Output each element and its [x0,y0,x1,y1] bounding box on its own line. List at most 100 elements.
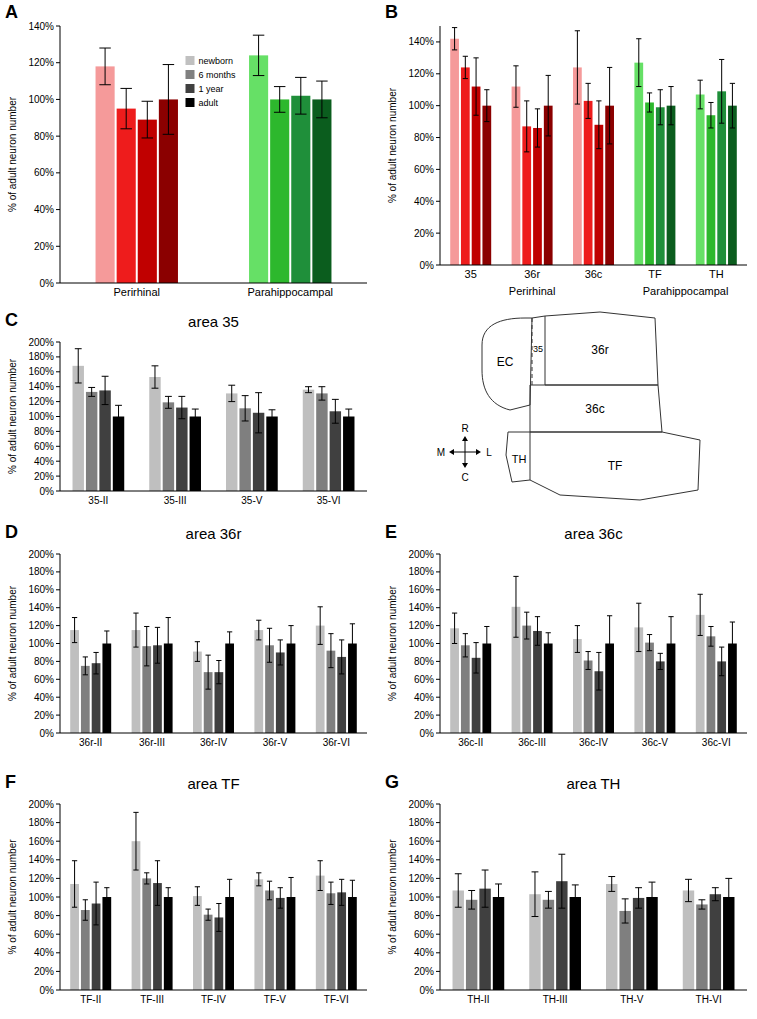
error-cap [719,123,724,124]
error-cap [535,108,540,109]
y-tick [436,971,440,972]
y-tick-label: 80% [34,656,54,667]
y-axis [440,26,441,265]
y-axis-title: % of adult neuron number [387,585,398,701]
error-cap [350,623,355,624]
y-tick [56,491,60,492]
error-cap [658,124,663,125]
x-tick-label: 36c [585,268,603,280]
error-cap [345,409,352,410]
error-bar [318,607,323,645]
y-tick-label: 120% [28,620,54,631]
error-bar [305,387,312,393]
compass-label: C [461,472,468,483]
y-tick [436,105,440,106]
x-tick-label: TH-III [543,994,568,1005]
error-bar [88,387,95,396]
error-bar [730,622,735,665]
error-cap [708,102,713,103]
error-bar [524,612,529,639]
panel-a: A% of adult neuron number0%20%40%60%80%1… [5,2,367,298]
error-stem [454,28,455,50]
region-outline [530,385,662,432]
y-tick [436,878,440,879]
error-bar [328,634,333,668]
group-label: Parahippocampal [643,285,729,297]
y-tick-label: 60% [34,929,54,940]
region-outline [532,316,545,385]
y-tick-label: 100% [408,638,434,649]
error-cap [712,887,719,888]
x-tick-label: 36r-III [139,737,165,748]
error-stem [135,812,136,870]
panel-letter: G [385,772,399,792]
y-tick [56,26,60,27]
y-tick [56,431,60,432]
error-stem [168,618,169,670]
y-tick-label: 120% [28,396,54,407]
error-cap [166,887,171,888]
error-cap [142,137,153,138]
error-cap [607,671,612,672]
error-cap [195,886,200,887]
region-label: 35 [533,344,543,354]
error-cap [288,916,293,917]
error-cap [165,408,172,409]
y-tick [56,990,60,991]
y-tick [436,841,440,842]
y-tick-label: 120% [408,620,434,631]
error-cap [524,612,529,613]
bar [164,897,173,990]
legend: newborn6 months1 yearadult [186,56,237,108]
error-cap [120,128,131,129]
error-stem [96,652,97,673]
error-cap [455,873,462,874]
x-tick-label: 35-VI [317,495,341,506]
error-cap [545,891,552,892]
error-cap [155,860,160,861]
error-stem [458,874,459,907]
legend-label: adult [199,98,219,108]
bar [138,120,157,283]
error-bar [206,909,211,920]
error-cap [120,88,131,89]
error-cap [152,365,159,366]
panel-letter: F [5,772,16,792]
bar [327,893,336,990]
bar [696,95,705,265]
error-stem [721,647,722,676]
y-tick [56,589,60,590]
y-tick-label: 200% [28,549,54,560]
error-cap [318,606,323,607]
y-tick-label: 0% [420,985,435,996]
x-tick-label: 36r-V [263,737,288,748]
error-bar [216,661,221,684]
error-cap [83,899,88,900]
error-stem [146,626,147,665]
error-cap [316,117,327,118]
error-bar [75,349,82,383]
error-cap [482,907,489,908]
error-stem [486,626,487,660]
error-cap [133,647,138,648]
error-cap [455,907,462,908]
figure: A% of adult neuron number0%20%40%60%80%1… [0,0,757,1019]
error-cap [72,907,77,908]
error-cap [586,669,591,670]
error-cap [473,673,478,674]
x-tick-label: 35-III [164,495,187,506]
error-bar [473,58,478,115]
y-tick [436,952,440,953]
error-cap [166,669,171,670]
error-cap [463,633,468,634]
x-tick-label: 36r-IV [200,737,228,748]
error-cap [72,860,77,861]
plot-area [450,576,737,733]
y-tick [56,136,60,137]
error-bar [535,617,540,646]
error-cap [658,669,663,670]
error-stem [609,616,610,671]
error-cap [278,639,283,640]
error-stem [561,854,562,908]
error-bar [152,366,159,388]
